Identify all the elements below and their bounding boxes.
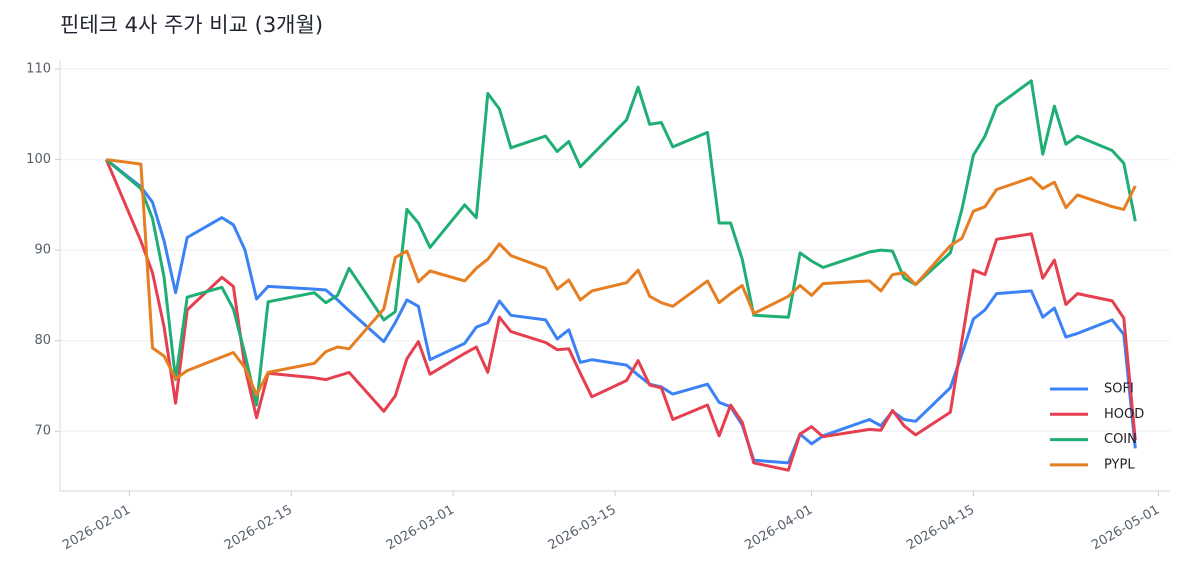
series-line [104, 159, 1137, 472]
x-tick-label: 2026-03-01 [384, 503, 457, 554]
y-tick-label: 90 [34, 243, 51, 258]
y-tick-label: 110 [26, 62, 51, 77]
series-line [105, 158, 1137, 465]
x-tick-label: 2026-02-01 [60, 503, 133, 554]
x-tick-label: 2026-04-01 [742, 503, 815, 554]
y-tick-label: 100 [26, 152, 51, 167]
x-tick-label: 2026-04-15 [904, 503, 977, 554]
series-line [106, 158, 1137, 397]
y-tick-label: 80 [34, 333, 51, 348]
chart-title: 핀테크 4사 주가 비교 (3개월) [60, 13, 323, 37]
x-tick-label: 2026-02-15 [222, 503, 295, 554]
legend-label: SOFI [1104, 382, 1134, 397]
legend-label: HOOD [1104, 407, 1144, 422]
y-tick-label: 70 [34, 424, 51, 439]
x-tick-label: 2026-05-01 [1089, 503, 1162, 554]
series-line [105, 79, 1137, 407]
legend-label: COIN [1104, 432, 1137, 447]
legend-label: PYPL [1104, 457, 1135, 472]
x-tick-label: 2026-03-15 [546, 503, 619, 554]
